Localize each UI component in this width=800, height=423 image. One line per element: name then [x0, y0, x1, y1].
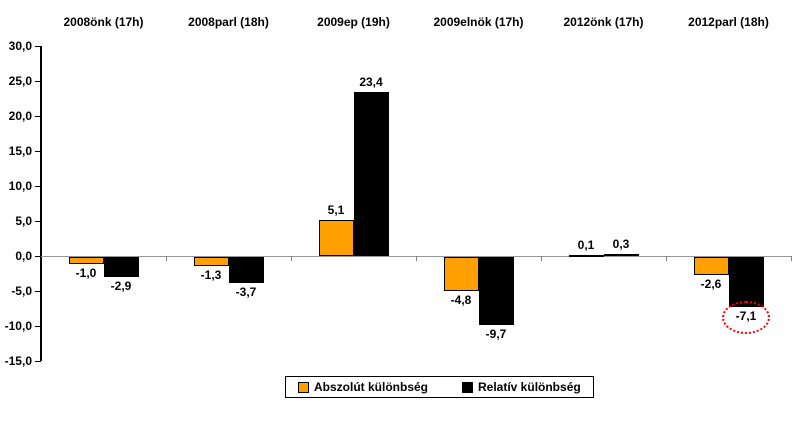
category-label: 2012parl (18h) [688, 15, 769, 29]
category-boundary-tick [291, 256, 292, 261]
bar-relativ-kulonbseg [228, 257, 264, 283]
y-axis-tick-label: 5,0 [15, 214, 32, 228]
data-value-label: 5,1 [327, 203, 345, 217]
category-label: 2008önk (17h) [63, 15, 144, 29]
data-value-label: -2,9 [110, 279, 132, 293]
data-value-label: -1,3 [200, 268, 222, 282]
category-boundary-tick [541, 256, 542, 261]
bar-abszolut-kulonbseg [693, 257, 729, 275]
highlight-ellipse [722, 301, 770, 334]
y-axis-tick-label: -15,0 [4, 354, 32, 368]
data-value-label: 0,1 [577, 238, 595, 252]
legend-swatch-icon [462, 381, 473, 393]
y-axis-tick [35, 81, 41, 82]
category-boundary-tick [666, 256, 667, 261]
data-value-label: 0,3 [612, 237, 630, 251]
y-axis-tick-label: 0,0 [15, 249, 32, 263]
bar-relativ-kulonbseg [603, 254, 639, 256]
category-label: 2012önk (17h) [563, 15, 644, 29]
bar-abszolut-kulonbseg [68, 257, 104, 264]
legend-label: Abszolút különbség [314, 380, 428, 394]
legend-swatch-icon [298, 381, 309, 393]
data-value-label: 23,4 [359, 75, 383, 89]
y-axis-tick [35, 326, 41, 327]
y-axis-tick-label: 20,0 [8, 109, 32, 123]
bar-abszolut-kulonbseg [443, 257, 479, 291]
legend: Abszolút különbség Relatív különbség [285, 376, 594, 398]
bar-abszolut-kulonbseg [193, 257, 229, 266]
bar-relativ-kulonbseg [478, 257, 514, 325]
category-label: 2008parl (18h) [188, 15, 269, 29]
y-axis-tick [35, 151, 41, 152]
legend-item: Abszolút különbség [298, 380, 428, 394]
legend-label: Relatív különbség [478, 380, 581, 394]
y-axis-tick [35, 291, 41, 292]
y-axis-tick-label: 25,0 [8, 74, 32, 88]
y-axis-tick [35, 186, 41, 187]
legend-item: Relatív különbség [462, 380, 581, 394]
data-value-label: -3,7 [235, 285, 257, 299]
category-boundary-tick [166, 256, 167, 261]
bar-relativ-kulonbseg [103, 257, 139, 277]
category-label: 2009ep (19h) [317, 15, 390, 29]
bar-abszolut-kulonbseg [318, 220, 354, 256]
bar-relativ-kulonbseg [728, 257, 764, 307]
y-axis-tick [35, 256, 41, 257]
y-axis-tick-label: -10,0 [4, 319, 32, 333]
y-axis-tick [35, 46, 41, 47]
y-axis-tick-label: 15,0 [8, 144, 32, 158]
category-boundary-tick [791, 256, 792, 261]
y-axis-tick [35, 221, 41, 222]
y-axis-tick-label: 30,0 [8, 39, 32, 53]
category-boundary-tick [416, 256, 417, 261]
bar-abszolut-kulonbseg [568, 255, 604, 257]
category-label: 2009elnök (17h) [433, 15, 524, 29]
y-axis-tick [35, 116, 41, 117]
y-axis-tick-label: 10,0 [8, 179, 32, 193]
data-value-label: -4,8 [450, 293, 472, 307]
data-value-label: -9,7 [485, 327, 507, 341]
data-value-label: -1,0 [75, 266, 97, 280]
bar-relativ-kulonbseg [353, 92, 389, 256]
data-value-label: -7,1 [735, 309, 757, 323]
y-axis-tick-label: -5,0 [11, 284, 32, 298]
y-axis-tick [35, 361, 41, 362]
y-axis [40, 46, 42, 361]
data-value-label: -2,6 [700, 277, 722, 291]
